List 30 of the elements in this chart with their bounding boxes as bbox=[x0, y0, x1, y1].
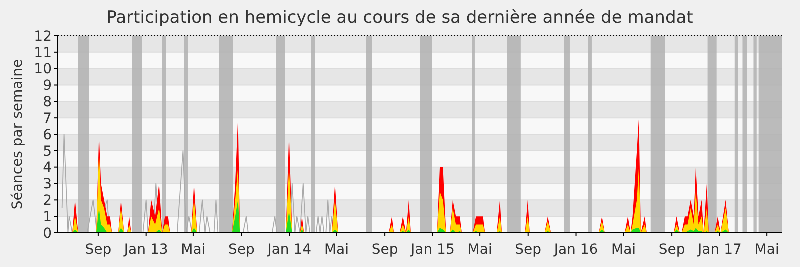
x-tick-label: Sep bbox=[85, 242, 112, 258]
y-tick-label: 6 bbox=[43, 127, 52, 144]
x-tick-label: Mai bbox=[754, 242, 780, 258]
x-tick-label: Sep bbox=[515, 242, 542, 258]
y-tick-label: 12 bbox=[34, 28, 52, 45]
y-tick-label: 3 bbox=[43, 176, 52, 193]
y-tick-label: 1 bbox=[43, 209, 52, 226]
x-tick-label: Jan 14 bbox=[266, 242, 312, 258]
x-tick-label: Mai bbox=[181, 242, 206, 258]
y-tick-label: 5 bbox=[43, 144, 52, 160]
y-tick-label: 2 bbox=[43, 193, 52, 210]
y-tick-label: 4 bbox=[43, 160, 52, 176]
x-tick-label: Sep bbox=[372, 242, 398, 258]
x-tick-label: Sep bbox=[658, 242, 686, 258]
x-tick-label: Mai bbox=[468, 242, 492, 258]
x-tick-label: Jan 17 bbox=[697, 242, 742, 258]
y-axis-title: Séances par semaine bbox=[10, 59, 26, 210]
y-tick-label: 11 bbox=[34, 45, 52, 62]
x-tick-label: Jan 16 bbox=[553, 242, 598, 258]
y-tick-label: 9 bbox=[43, 78, 52, 94]
y-tick-label: 7 bbox=[43, 110, 52, 127]
x-tick-label: Mai bbox=[324, 242, 350, 258]
y-tick-label: 8 bbox=[43, 94, 52, 111]
x-tick-label: Sep bbox=[228, 242, 256, 258]
chart-title: Participation en hemicycle au cours de sa dernière année de mandat bbox=[106, 8, 694, 28]
x-tick-label: Jan 15 bbox=[410, 242, 455, 258]
x-tick-label: Jan 13 bbox=[123, 242, 168, 258]
y-tick-label: 10 bbox=[34, 62, 52, 78]
y-tick-label: 0 bbox=[43, 226, 52, 242]
x-tick-label: Mai bbox=[611, 242, 636, 258]
